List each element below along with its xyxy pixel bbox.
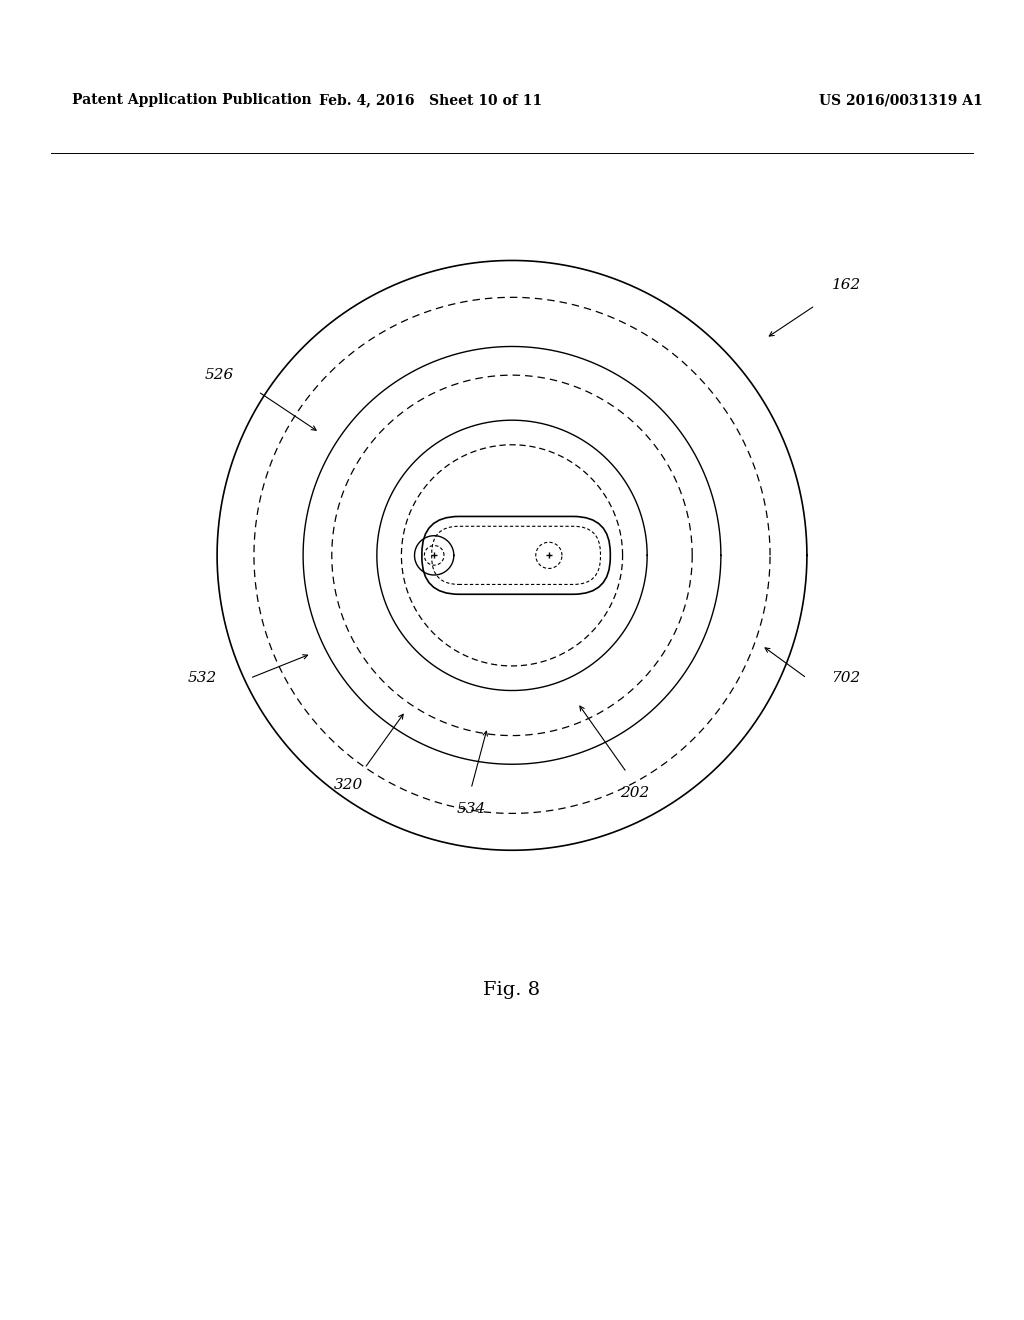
Text: 162: 162 xyxy=(831,279,861,292)
Text: 702: 702 xyxy=(831,672,861,685)
Text: 532: 532 xyxy=(187,672,217,685)
Text: 320: 320 xyxy=(334,777,362,792)
Text: 202: 202 xyxy=(621,785,649,800)
Text: 534: 534 xyxy=(457,803,485,816)
Text: Feb. 4, 2016   Sheet 10 of 11: Feb. 4, 2016 Sheet 10 of 11 xyxy=(318,94,542,107)
Text: Patent Application Publication: Patent Application Publication xyxy=(72,94,311,107)
FancyBboxPatch shape xyxy=(422,516,610,594)
Text: 526: 526 xyxy=(204,368,233,381)
Text: Fig. 8: Fig. 8 xyxy=(483,981,541,999)
Text: US 2016/0031319 A1: US 2016/0031319 A1 xyxy=(819,94,983,107)
